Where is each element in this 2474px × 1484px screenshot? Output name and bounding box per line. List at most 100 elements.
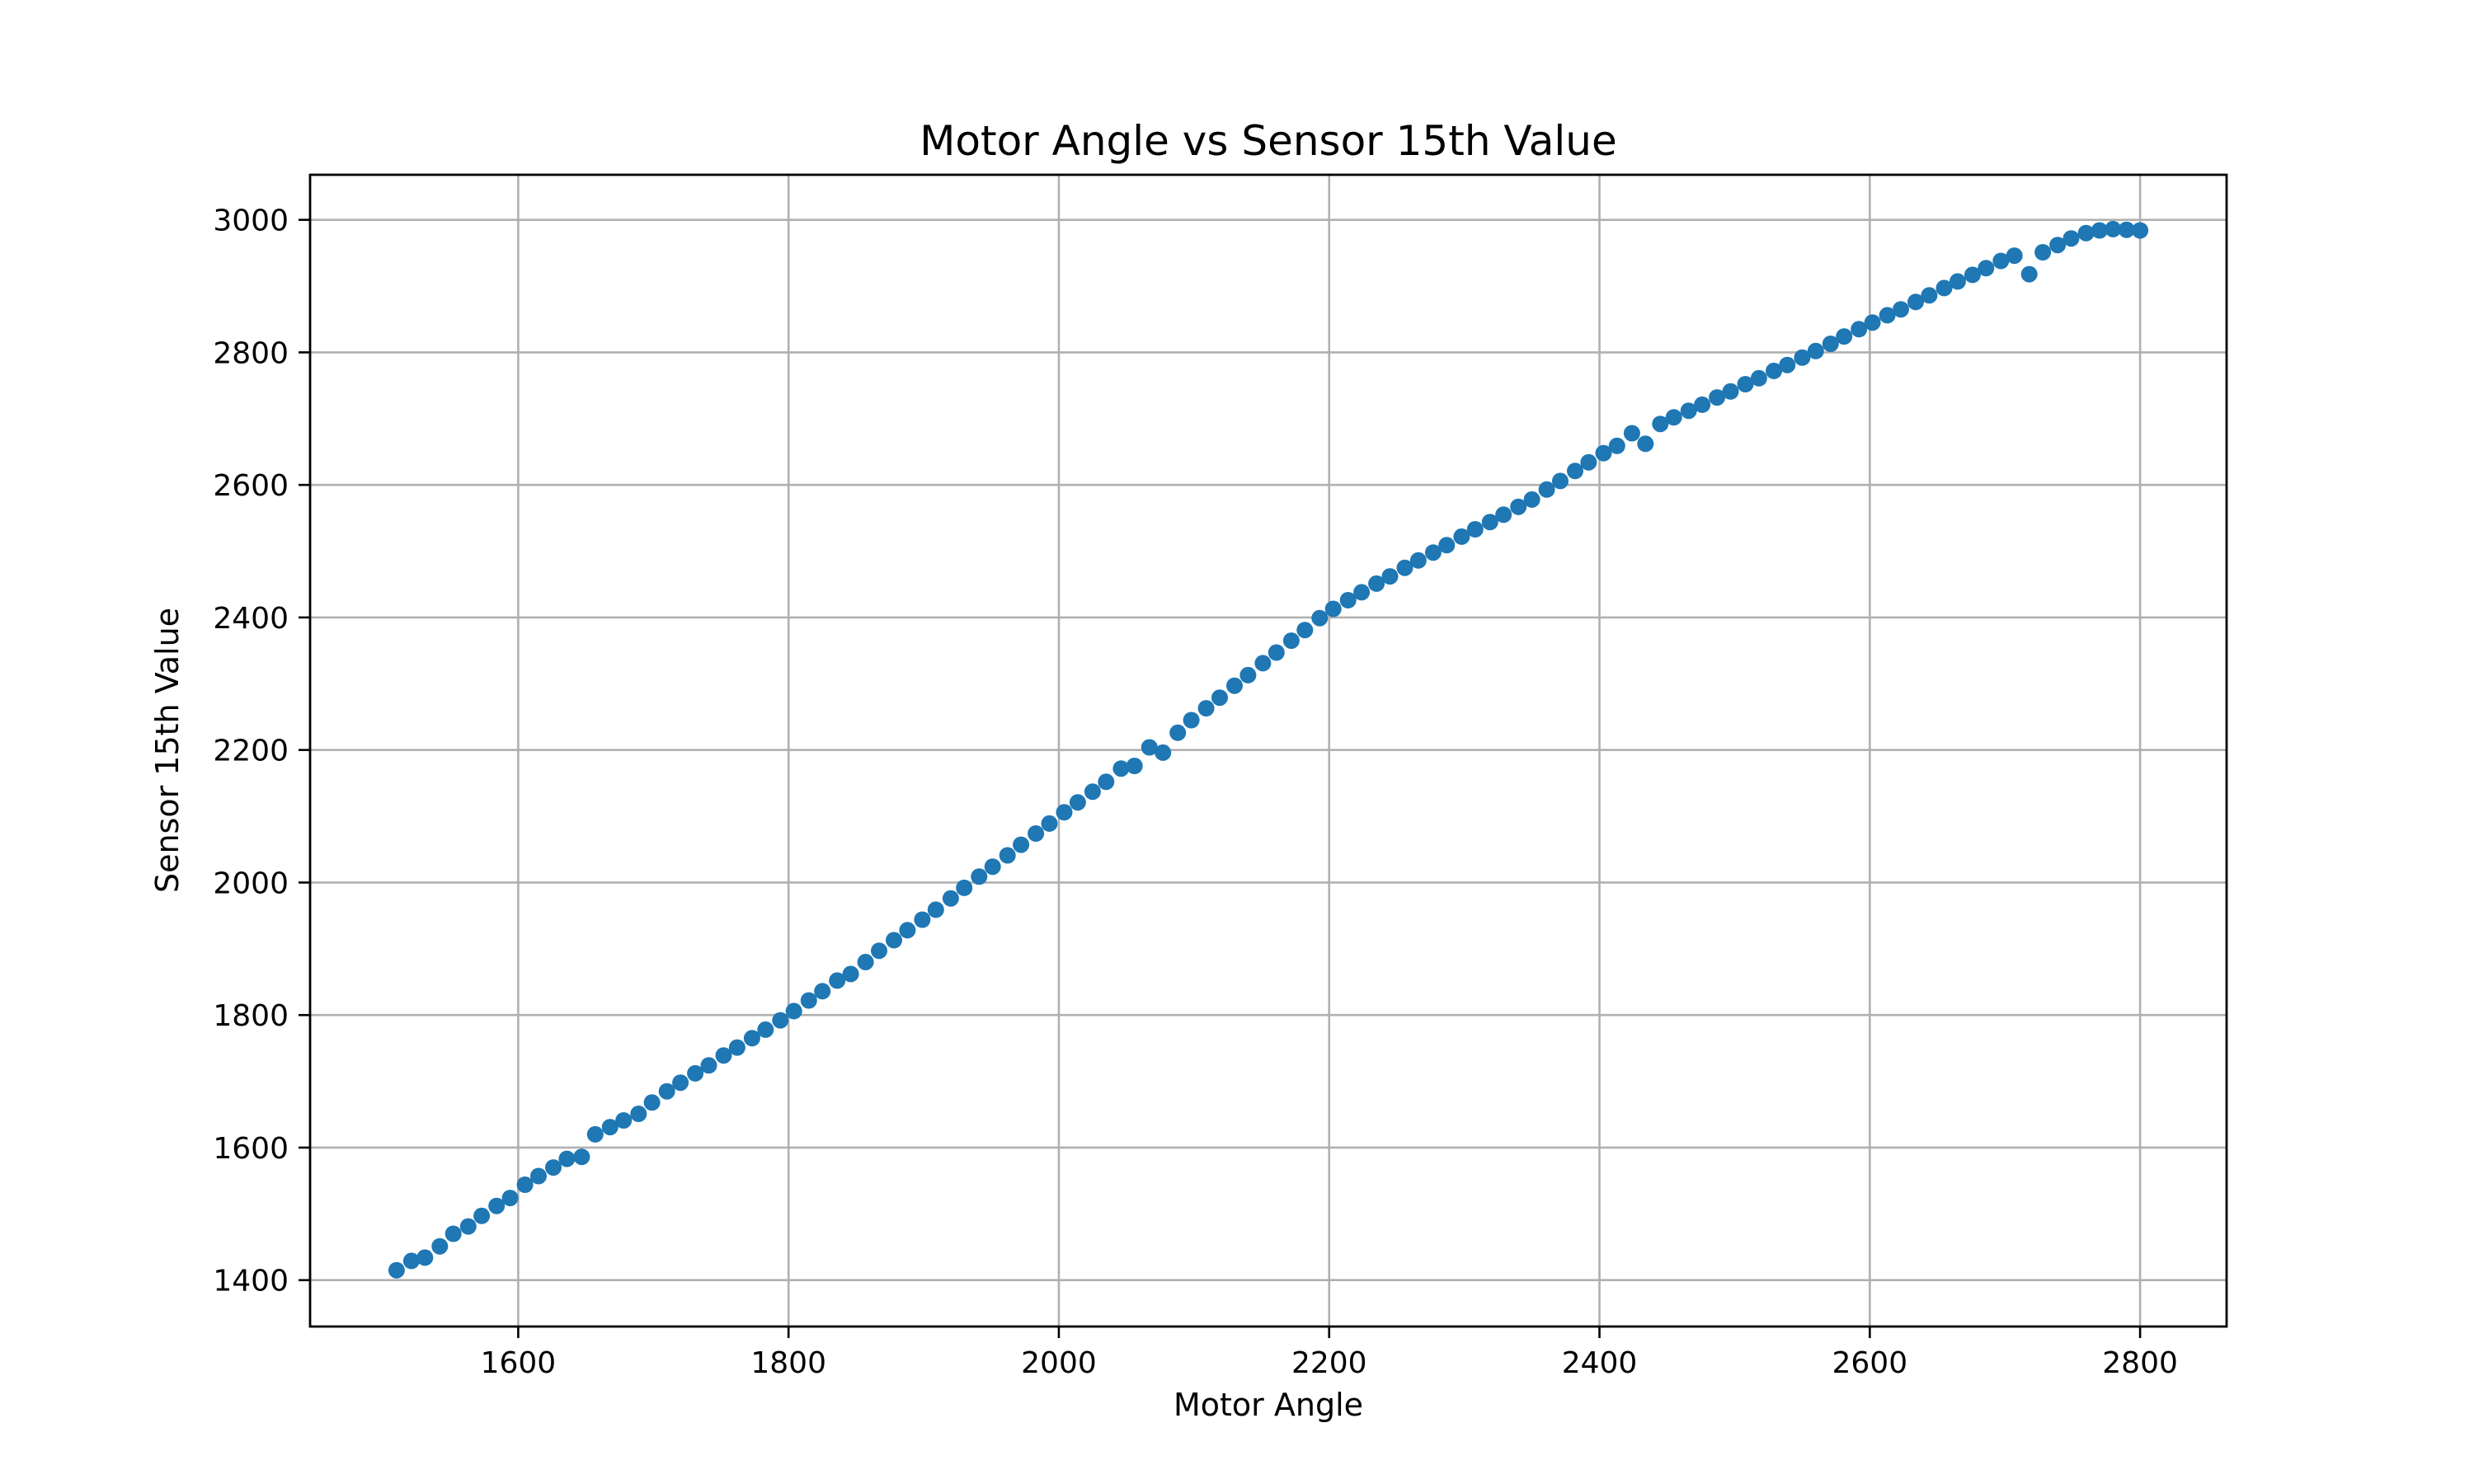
y-tick-labels: 1400 1600 1800 2000 2200 2400 2600 2800 3000 — [213, 204, 289, 1298]
data-point — [842, 965, 859, 983]
data-point — [1453, 528, 1470, 545]
data-point — [1254, 655, 1272, 672]
x-tick-label: 1600 — [481, 1346, 557, 1380]
data-point — [914, 911, 931, 928]
data-point — [2105, 220, 2122, 237]
data-point — [573, 1148, 590, 1166]
data-point — [2077, 224, 2095, 242]
data-point — [757, 1021, 774, 1038]
data-point — [1709, 389, 1726, 406]
data-point — [488, 1197, 506, 1214]
data-point — [1226, 677, 1243, 694]
data-point — [643, 1094, 661, 1111]
data-point — [1523, 491, 1540, 508]
data-point — [1766, 362, 1782, 379]
data-point — [1339, 592, 1357, 608]
data-point — [1580, 453, 1597, 471]
data-point — [942, 890, 959, 907]
data-point — [402, 1252, 420, 1270]
data-point — [388, 1261, 405, 1279]
data-point — [530, 1167, 547, 1185]
data-point — [886, 932, 902, 949]
data-point — [1056, 804, 1073, 821]
data-point — [1992, 252, 2010, 270]
data-point — [1836, 328, 1853, 345]
data-point — [1197, 700, 1215, 717]
data-point — [1311, 609, 1329, 627]
data-point — [1722, 383, 1739, 400]
data-point — [984, 858, 1001, 876]
data-point — [1296, 622, 1314, 639]
data-point — [2034, 244, 2052, 261]
data-point — [2020, 265, 2038, 283]
data-point — [1595, 444, 1612, 462]
data-point — [1126, 758, 1143, 774]
chart-title: Motor Angle vs Sensor 15th Value — [920, 117, 1617, 165]
data-point — [800, 992, 817, 1009]
data-point — [1864, 314, 1881, 331]
y-tick-label: 1400 — [213, 1265, 289, 1298]
data-point — [1893, 301, 1909, 318]
data-point — [1239, 666, 1257, 683]
data-point — [1665, 409, 1682, 426]
data-point — [2132, 222, 2149, 239]
data-point — [1978, 260, 1995, 277]
y-tick-label: 2200 — [213, 735, 289, 768]
data-point — [558, 1150, 576, 1167]
data-point — [1680, 402, 1697, 420]
data-point — [1098, 773, 1115, 791]
y-tick-label: 2600 — [213, 469, 289, 503]
data-point — [715, 1047, 732, 1064]
data-point — [1438, 537, 1456, 554]
data-point — [1652, 416, 1669, 433]
data-point — [1084, 783, 1101, 801]
data-point — [999, 847, 1016, 864]
data-point — [1424, 544, 1442, 561]
data-point — [871, 942, 887, 960]
data-point — [700, 1057, 717, 1074]
data-point — [1409, 552, 1427, 569]
data-point — [1112, 760, 1130, 777]
data-point — [927, 901, 944, 918]
data-point — [1495, 506, 1512, 524]
data-point — [1608, 437, 1625, 454]
y-tick-label: 2000 — [213, 866, 289, 900]
tick-marks — [299, 218, 2142, 1338]
data-point — [899, 922, 916, 939]
data-point — [444, 1225, 462, 1242]
data-point — [1552, 472, 1569, 490]
data-point — [1028, 825, 1045, 842]
y-axis-label: Sensor 15th Value — [149, 607, 186, 894]
x-tick-labels: 1600 1800 2000 2200 2400 2600 2800 — [481, 1346, 2178, 1380]
data-point — [1183, 711, 1200, 729]
data-point — [501, 1190, 519, 1207]
data-point — [516, 1176, 534, 1193]
data-point — [1879, 307, 1896, 324]
data-point — [1211, 689, 1228, 707]
data-point — [1013, 836, 1030, 853]
x-tick-label: 2400 — [1562, 1346, 1638, 1380]
data-point — [615, 1112, 633, 1129]
data-point — [1353, 584, 1371, 601]
data-point — [1907, 294, 1924, 311]
y-tick-label: 2800 — [213, 336, 289, 370]
data-point — [1921, 287, 1938, 304]
data-point — [956, 879, 973, 896]
data-point — [2006, 247, 2023, 265]
data-point — [416, 1249, 434, 1266]
data-point — [1282, 632, 1300, 650]
data-point — [473, 1207, 491, 1224]
x-axis-label: Motor Angle — [1173, 1387, 1364, 1423]
data-point — [1949, 273, 1966, 290]
data-point — [971, 868, 988, 885]
data-point — [1069, 794, 1086, 811]
data-point — [1750, 369, 1767, 387]
data-point — [1368, 575, 1385, 592]
data-point — [431, 1237, 449, 1255]
data-point — [728, 1039, 745, 1056]
data-point — [630, 1106, 647, 1122]
x-tick-label: 2200 — [1291, 1346, 1367, 1380]
data-point — [1694, 396, 1711, 413]
data-point — [1964, 266, 1981, 284]
